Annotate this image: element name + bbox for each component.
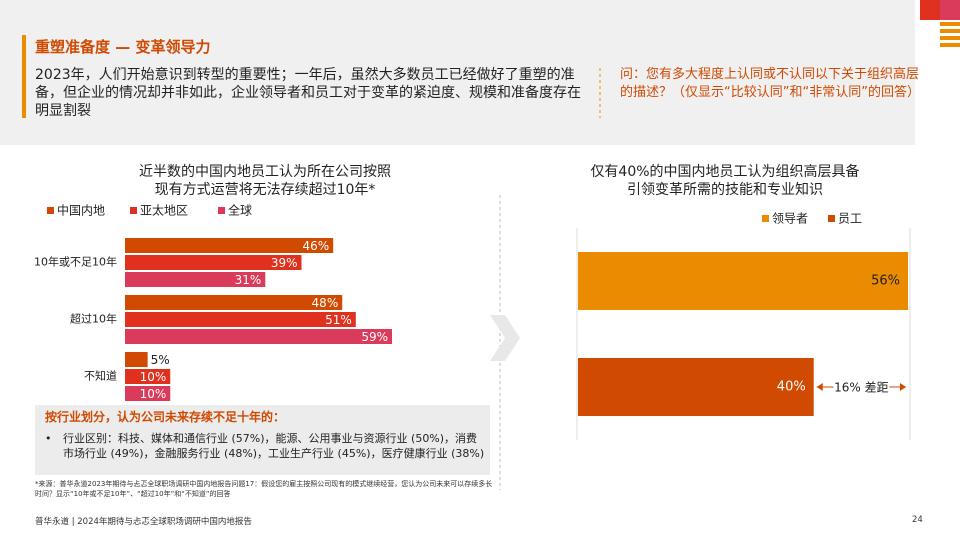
- legend-label: 领导者: [772, 212, 808, 226]
- arrow-head: [816, 383, 823, 391]
- corner-deco: [920, 0, 940, 20]
- legend-label: 员工: [838, 212, 862, 226]
- category-label: 超过10年: [70, 312, 117, 326]
- accent-bar: [22, 35, 26, 118]
- chart-title: 近半数的中国内地员工认为所在公司按照: [139, 164, 391, 180]
- legend-swatch: [130, 207, 137, 214]
- header-band: [0, 0, 915, 145]
- arrow-head: [900, 383, 906, 391]
- value-label: 10%: [140, 387, 167, 401]
- corner-stripes: [940, 22, 960, 47]
- category-label: 10年或不足10年: [34, 255, 117, 269]
- value-label: 48%: [312, 296, 339, 310]
- value-label: 59%: [361, 330, 388, 344]
- footnote: *来源：普华永道2023年期待与忐忑全球职场调研中国内地报告问题17：假设您的雇…: [35, 480, 493, 498]
- bar: [125, 238, 334, 253]
- annotation-bg: [833, 379, 890, 395]
- question-text: 问：您有多大程度上认同或不认同以下关于组织高层的描述？（仅显示“比较认同”和“非…: [620, 67, 920, 100]
- value-label: 10%: [140, 370, 167, 384]
- corner-deco: [940, 0, 960, 20]
- chart-title: 引领变革所需的技能和专业知识: [627, 181, 823, 198]
- note-item-text: 行业区别：科技、媒体和通信行业 (57%)，能源、公用事业与资源行业 (50%)…: [63, 432, 485, 460]
- chart-title: 仅有40%的中国内地员工认为组织高层具备: [590, 163, 859, 180]
- value-label: 40%: [777, 380, 806, 395]
- legend-swatch: [828, 215, 835, 222]
- bar: [125, 329, 392, 344]
- note-title: 按行业划分，认为公司未来存续不足十年的：: [45, 410, 286, 424]
- category-label: 不知道: [84, 369, 117, 383]
- legend-label: 全球: [228, 203, 252, 218]
- value-label: 31%: [235, 273, 262, 287]
- bar: [578, 358, 814, 416]
- value-label: 46%: [302, 239, 329, 253]
- bar: [125, 386, 171, 401]
- bar: [125, 295, 343, 310]
- slide-title: 重塑准备度 — 变革领导力: [35, 38, 211, 56]
- value-label: 5%: [151, 353, 170, 367]
- annotation: 16% 差距: [834, 381, 889, 395]
- legend-label: 中国内地: [57, 203, 105, 218]
- bar: [125, 352, 148, 367]
- legend-swatch: [218, 207, 225, 214]
- note-box: [35, 405, 490, 475]
- bar: [125, 312, 356, 327]
- chart-title: 现有方式运营将无法存续超过10年*: [155, 181, 376, 198]
- bar: [125, 272, 266, 287]
- bar: [125, 255, 302, 270]
- legend-swatch: [47, 207, 54, 214]
- page-number: 24: [912, 515, 923, 525]
- value-label: 56%: [871, 274, 900, 289]
- bar: [125, 369, 171, 384]
- chevron: [490, 315, 520, 361]
- legend-swatch: [762, 215, 769, 222]
- bullet: •: [45, 432, 52, 445]
- legend-label: 亚太地区: [140, 203, 188, 218]
- bar: [578, 252, 908, 310]
- intro-text: 2023年，人们开始意识到转型的重要性；一年后，虽然大多数员工已经做好了重塑的准…: [35, 67, 581, 119]
- value-label: 51%: [325, 313, 352, 327]
- note-item: • 行业区别：科技、媒体和通信行业 (57%)，能源、公用事业与资源行业 (50…: [45, 431, 485, 461]
- footer-text: 普华永道 | 2024年期待与忐忑全球职场调研中国内地报告: [35, 517, 252, 527]
- value-label: 39%: [271, 256, 298, 270]
